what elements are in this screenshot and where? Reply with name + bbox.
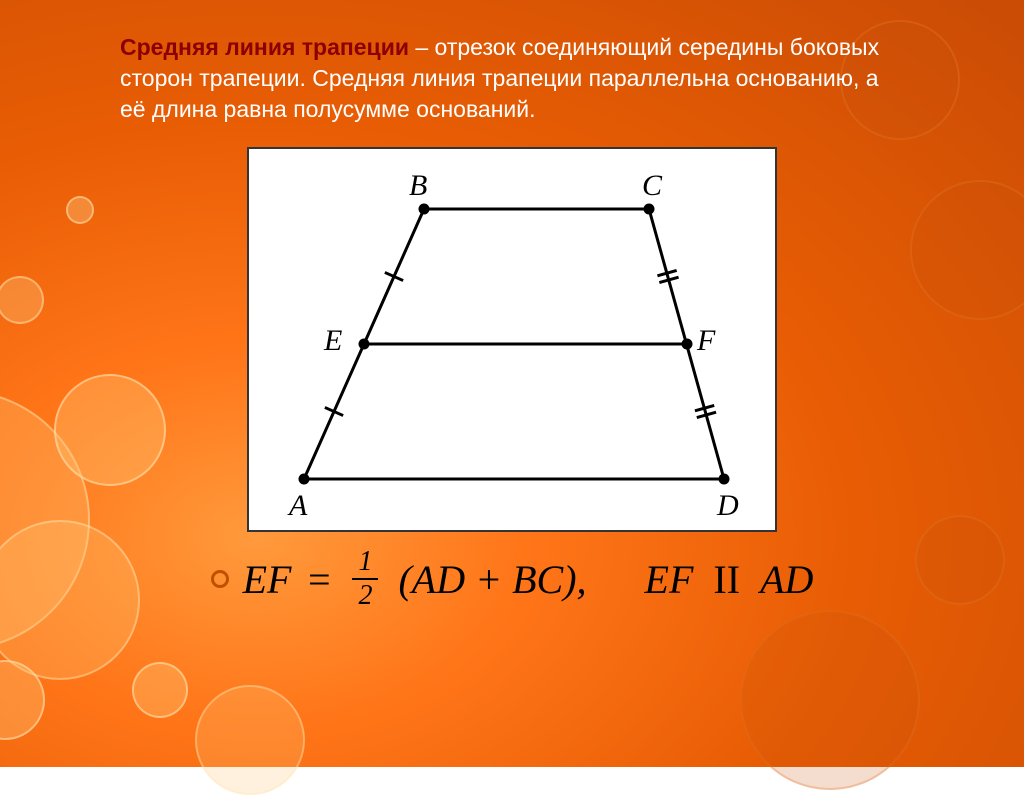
bokeh-circle	[195, 685, 305, 795]
trapezoid-figure: A D B C E F	[247, 147, 777, 532]
vertex-label-C: C	[642, 169, 662, 203]
bokeh-circle	[740, 610, 920, 790]
formula-lhs: EF	[243, 556, 292, 603]
definition-text: Средняя линия трапеции – отрезок соединя…	[120, 32, 904, 125]
vertex-label-A: A	[289, 489, 307, 523]
figure-wrap: A D B C E F	[120, 147, 904, 532]
fraction-num: 1	[352, 548, 378, 580]
slide: Средняя линия трапеции – отрезок соединя…	[0, 0, 1024, 767]
formula: EF = 1 2 (AD + BC), EF II AD	[120, 548, 904, 610]
vertex-label-E: E	[324, 324, 342, 358]
bokeh-circle	[132, 662, 188, 718]
vertex-label-D: D	[717, 489, 739, 523]
fraction: 1 2	[352, 548, 378, 610]
bokeh-circle	[0, 660, 45, 740]
vertex-label-F: F	[697, 324, 715, 358]
vertex-label-B: B	[409, 169, 427, 203]
formula-eq: =	[305, 556, 332, 603]
parallel-symbol: II	[713, 556, 740, 603]
bullet-icon	[211, 570, 229, 588]
fraction-den: 2	[358, 580, 372, 610]
term: Средняя линия трапеции	[120, 34, 409, 60]
formula-rhs1: EF	[645, 556, 694, 603]
content-area: Средняя линия трапеции – отрезок соединя…	[0, 0, 1024, 610]
formula-rhs2: AD	[760, 556, 813, 603]
formula-paren: (AD + BC),	[398, 556, 586, 603]
